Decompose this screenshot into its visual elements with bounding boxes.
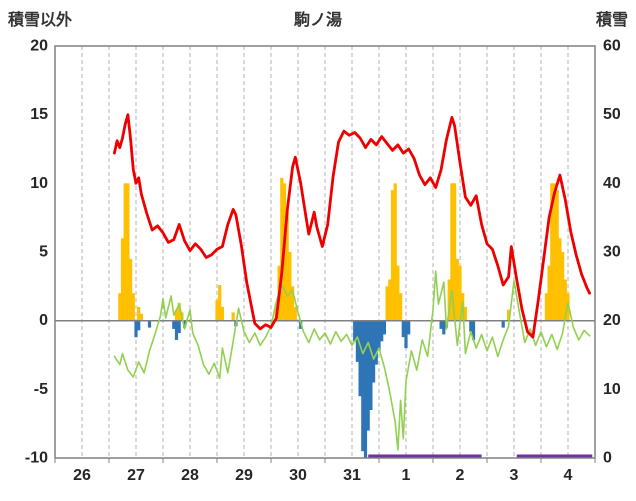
svg-text:60: 60 [603, 38, 621, 55]
svg-text:20: 20 [30, 38, 48, 55]
x-axis-labels: 26 27 28 29 30 31 1 2 3 4 [73, 467, 572, 484]
svg-text:-5: -5 [34, 381, 48, 398]
svg-text:0: 0 [603, 450, 612, 467]
left-axis-title: 積雪以外 [8, 12, 73, 29]
svg-text:3: 3 [510, 467, 519, 484]
svg-text:28: 28 [181, 467, 199, 484]
gridlines [81, 46, 569, 458]
green-line-series [113, 270, 591, 451]
orange-bar-series [118, 177, 570, 321]
svg-text:2: 2 [456, 467, 465, 484]
svg-text:27: 27 [127, 467, 145, 484]
svg-text:30: 30 [289, 467, 307, 484]
svg-text:31: 31 [343, 467, 361, 484]
svg-text:29: 29 [235, 467, 253, 484]
svg-text:5: 5 [39, 244, 48, 261]
right-axis-title: 積雪 [595, 12, 628, 29]
svg-text:30: 30 [603, 244, 621, 261]
right-axis-tick-labels: 60 50 40 30 20 10 0 [603, 38, 621, 467]
blue-bar-series [134, 320, 505, 458]
svg-text:1: 1 [402, 467, 411, 484]
red-line-series [113, 113, 591, 339]
svg-text:15: 15 [30, 106, 48, 123]
svg-text:-10: -10 [25, 450, 48, 467]
svg-text:4: 4 [564, 467, 573, 484]
svg-text:50: 50 [603, 106, 621, 123]
left-axis-tick-labels: 20 15 10 5 0 -5 -10 [25, 38, 48, 467]
chart-title: 駒ノ湯 [293, 12, 342, 29]
x-axis-ticks [54, 458, 596, 463]
svg-text:20: 20 [603, 312, 621, 329]
svg-text:26: 26 [73, 467, 91, 484]
svg-text:10: 10 [603, 381, 621, 398]
svg-text:10: 10 [30, 175, 48, 192]
svg-text:0: 0 [39, 312, 48, 329]
svg-text:40: 40 [603, 175, 621, 192]
